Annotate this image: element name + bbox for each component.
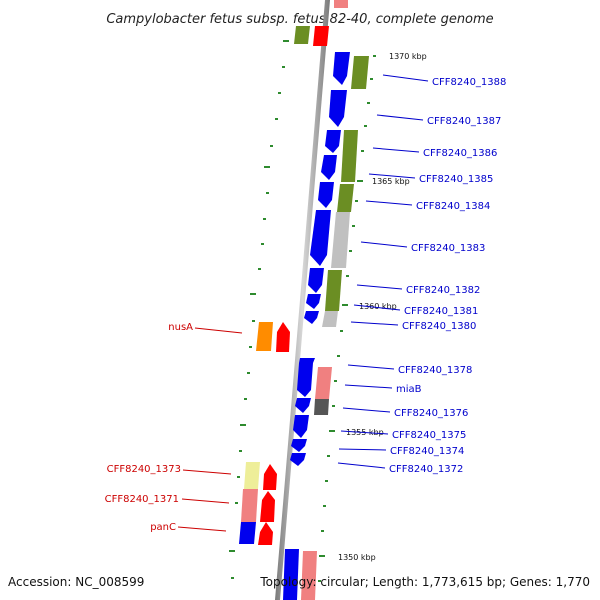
label-nusa[interactable]: nusA [168,322,193,333]
gene-cff8240-1384-green[interactable] [337,184,354,212]
label-cff8240-1386[interactable]: CFF8240_1386 [423,148,497,159]
gene-cff8240-1381[interactable] [306,294,321,309]
gene-cff8240-1386-green[interactable] [341,130,358,182]
gene-cff8240-1380[interactable] [304,311,319,324]
gene-panc-blue[interactable] [239,522,256,544]
label-cff8240-1372[interactable]: CFF8240_1372 [389,464,463,475]
kbp-marker-1370: 1370 kbp [389,52,427,61]
label-cff8240-1382[interactable]: CFF8240_1382 [406,285,480,296]
gene-cff8240-1371-pink[interactable] [241,489,258,522]
label-cff8240-1373[interactable]: CFF8240_1373 [107,464,181,475]
label-cff8240-1380[interactable]: CFF8240_1380 [402,321,476,332]
gene-cff8240-1380-gray[interactable] [322,311,338,327]
gene-cff8240-1388[interactable] [333,52,350,85]
gene-cff8240-1375[interactable] [293,415,309,438]
gene-nusa-orange[interactable] [256,322,273,351]
gene-cff8240-1371[interactable] [260,491,275,522]
gene-cff8240-1372[interactable] [290,453,306,466]
label-cff8240-1383[interactable]: CFF8240_1383 [411,243,485,254]
kbp-marker-1350: 1350 kbp [338,553,376,562]
gene-cff8240-1376[interactable] [295,398,311,413]
gene-cff8240-1382[interactable] [308,268,324,293]
gene-cff8240-1386[interactable] [325,130,341,153]
gene-cff8240-1378[interactable] [297,358,315,397]
label-leader-lines [337,74,429,469]
label-cff8240-1374[interactable]: CFF8240_1374 [390,446,464,457]
label-cff8240-1384[interactable]: CFF8240_1384 [416,201,490,212]
label-leader-lines-red [177,327,243,532]
map-title: Campylobacter fetus subsp. fetus 82-40, … [106,12,493,27]
gene-miab[interactable] [315,367,332,399]
topology-text: Topology: circular; Length: 1,773,615 bp… [259,575,590,589]
gene-miab-dark[interactable] [314,399,329,415]
label-miab[interactable]: miaB [396,384,422,395]
gene-bottom-partial-pink[interactable] [301,551,317,600]
gene-nusa[interactable] [276,322,290,352]
outer-scale-ticks [318,55,376,582]
gene-cff8240-1383-gray[interactable] [331,212,350,268]
gene-cff8240-1384[interactable] [318,182,334,208]
label-cff8240-1371[interactable]: CFF8240_1371 [105,494,179,505]
gene-cff8240-1388-green[interactable] [351,56,369,89]
label-cff8240-1376[interactable]: CFF8240_1376 [394,408,468,419]
gene-bottom-partial-blue[interactable] [283,549,299,600]
label-cff8240-1388[interactable]: CFF8240_1388 [432,77,506,88]
accession-text: Accession: NC_008599 [8,575,144,589]
genome-backbone [275,0,330,600]
kbp-marker-1360: 1360 kbp [359,302,397,311]
label-cff8240-1375[interactable]: CFF8240_1375 [392,430,466,441]
label-cff8240-1378[interactable]: CFF8240_1378 [398,365,472,376]
gene-cff8240-1383[interactable] [310,210,331,266]
label-cff8240-1381[interactable]: CFF8240_1381 [404,306,478,317]
gene-cff8240-1385[interactable] [321,155,337,180]
gene-cff8240-1382-green[interactable] [325,270,342,311]
gene-panc[interactable] [258,522,273,545]
gene-cff8240-1374[interactable] [291,439,307,452]
gene-cff8240-1373-yellow[interactable] [244,462,260,489]
inner-scale-ticks [229,40,289,579]
gene-top-partial-green[interactable] [294,26,310,44]
gene-top-partial-pink[interactable] [334,0,348,8]
kbp-marker-1365: 1365 kbp [372,177,410,186]
gene-top-partial-red[interactable] [313,26,329,46]
label-cff8240-1387[interactable]: CFF8240_1387 [427,116,501,127]
gene-cff8240-1387[interactable] [329,90,347,127]
label-cff8240-1385[interactable]: CFF8240_1385 [419,174,493,185]
label-panc[interactable]: panC [150,522,176,533]
gene-cff8240-1373[interactable] [263,464,277,490]
